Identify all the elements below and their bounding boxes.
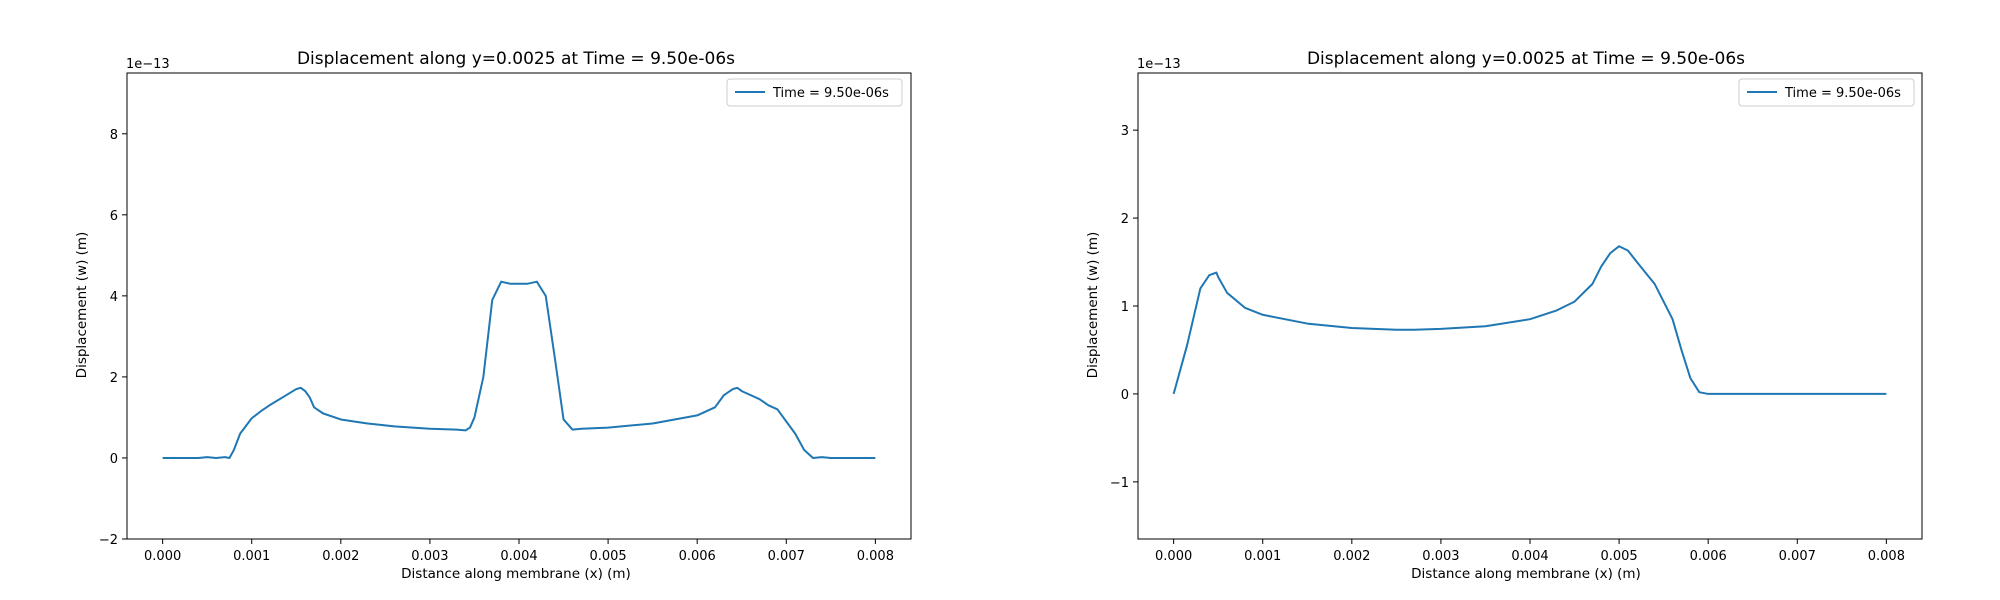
y-tick-label: 3 — [1121, 124, 1129, 139]
chart-title: Displacement along y=0.0025 at Time = 9.… — [1307, 49, 1745, 69]
x-axis-label: Distance along membrane (x) (m) — [1411, 566, 1641, 582]
y-tick-label: 6 — [110, 209, 118, 224]
x-tick-label: 0.002 — [322, 549, 359, 564]
x-tick-label: 0.003 — [1422, 549, 1459, 564]
y-axis-label: Displacement (w) (m) — [1085, 232, 1101, 379]
x-tick-label: 0.004 — [1511, 549, 1548, 564]
x-tick-label: 0.000 — [1155, 549, 1192, 564]
axes-frame — [1137, 72, 1923, 540]
x-tick-label: 0.004 — [500, 549, 537, 564]
y-offset-label: 1e−13 — [126, 57, 170, 72]
x-tick-label: 0.007 — [1779, 549, 1816, 564]
x-tick-label: 0.005 — [589, 549, 626, 564]
y-tick-label: 8 — [110, 128, 118, 143]
x-tick-label: 0.000 — [144, 549, 181, 564]
y-tick-label: 2 — [110, 371, 118, 386]
x-axis-label: Distance along membrane (x) (m) — [401, 566, 631, 582]
series-line — [162, 280, 876, 459]
y-tick-label: −1 — [1110, 476, 1129, 491]
y-tick-label: 0 — [110, 452, 118, 467]
x-tick-label: 0.003 — [411, 549, 448, 564]
x-tick-label: 0.006 — [679, 549, 716, 564]
series-line — [1172, 245, 1887, 395]
y-tick-label: 1 — [1121, 300, 1129, 315]
y-axis-label: Displacement (w) (m) — [74, 232, 90, 379]
x-tick-label: 0.001 — [1244, 549, 1281, 564]
legend-box — [726, 78, 903, 107]
y-tick-label: 0 — [1121, 388, 1129, 403]
x-tick-label: 0.008 — [1868, 549, 1905, 564]
legend-entry: Time = 9.50e-06s — [772, 86, 889, 101]
y-offset-label: 1e−13 — [1137, 57, 1181, 72]
x-tick-label: 0.005 — [1600, 549, 1637, 564]
x-tick-label: 0.001 — [233, 549, 270, 564]
chart-title: Displacement along y=0.0025 at Time = 9.… — [297, 49, 735, 69]
chart-left: Displacement along y=0.0025 at Time = 9.… — [74, 49, 912, 582]
chart-right: Displacement along y=0.0025 at Time = 9.… — [1085, 49, 1923, 582]
axes-frame — [126, 72, 912, 540]
legend-entry: Time = 9.50e-06s — [1784, 86, 1901, 101]
legend-box — [1738, 78, 1915, 107]
y-tick-label: 4 — [110, 290, 118, 305]
x-tick-label: 0.007 — [768, 549, 805, 564]
x-tick-label: 0.002 — [1333, 549, 1370, 564]
x-tick-label: 0.006 — [1690, 549, 1727, 564]
plot-area: 0.000 0.001 0.002 0.003 0.004 0.005 0.006 0.007… — [1110, 72, 1923, 564]
y-tick-label: 2 — [1121, 212, 1129, 227]
y-tick-label: −2 — [99, 533, 118, 548]
x-tick-label: 0.008 — [857, 549, 894, 564]
legend: Time = 9.50e-06s — [726, 78, 903, 107]
legend: Time = 9.50e-06s — [1738, 78, 1915, 107]
plot-area: 0.000 0.001 0.002 0.003 0.004 0.005 0.006 0.007… — [99, 72, 912, 564]
